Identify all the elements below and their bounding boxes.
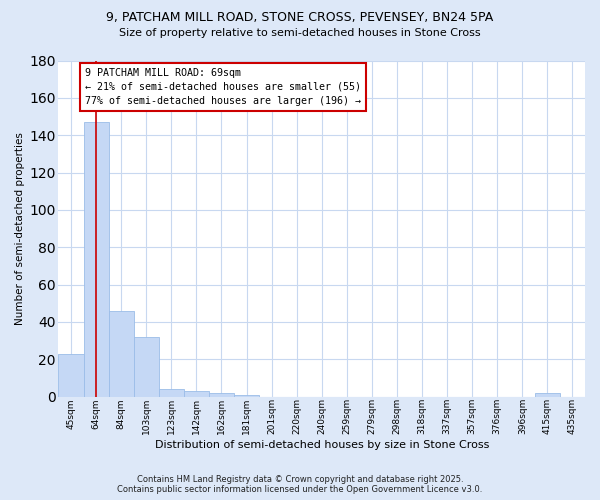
Bar	[58, 354, 83, 397]
Bar	[184, 391, 209, 396]
Text: Contains HM Land Registry data © Crown copyright and database right 2025.
Contai: Contains HM Land Registry data © Crown c…	[118, 474, 482, 494]
Bar	[209, 393, 234, 396]
Text: 9 PATCHAM MILL ROAD: 69sqm
← 21% of semi-detached houses are smaller (55)
77% of: 9 PATCHAM MILL ROAD: 69sqm ← 21% of semi…	[85, 68, 361, 106]
X-axis label: Distribution of semi-detached houses by size in Stone Cross: Distribution of semi-detached houses by …	[155, 440, 489, 450]
Text: Size of property relative to semi-detached houses in Stone Cross: Size of property relative to semi-detach…	[119, 28, 481, 38]
Bar	[234, 395, 259, 396]
Bar	[159, 389, 184, 396]
Bar	[535, 393, 560, 396]
Y-axis label: Number of semi-detached properties: Number of semi-detached properties	[15, 132, 25, 325]
Bar	[83, 122, 109, 396]
Bar	[134, 337, 159, 396]
Text: 9, PATCHAM MILL ROAD, STONE CROSS, PEVENSEY, BN24 5PA: 9, PATCHAM MILL ROAD, STONE CROSS, PEVEN…	[106, 12, 494, 24]
Bar	[109, 311, 134, 396]
